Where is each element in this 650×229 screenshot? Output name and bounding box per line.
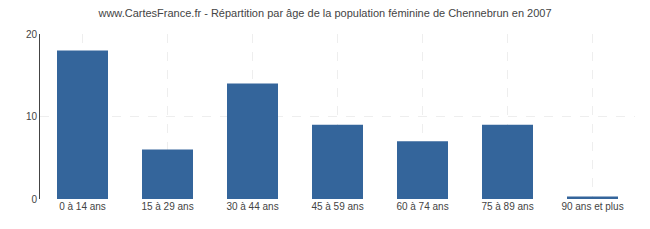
svg-text:90 ans et plus: 90 ans et plus (561, 201, 623, 212)
svg-text:0 à 14 ans: 0 à 14 ans (59, 201, 106, 212)
svg-text:15 à 29 ans: 15 à 29 ans (141, 201, 193, 212)
svg-text:60 à 74 ans: 60 à 74 ans (396, 201, 448, 212)
svg-text:30 à 44 ans: 30 à 44 ans (226, 201, 278, 212)
svg-text:20: 20 (26, 29, 38, 40)
svg-text:75 à 89 ans: 75 à 89 ans (481, 201, 533, 212)
svg-text:0: 0 (31, 194, 37, 205)
svg-text:www.CartesFrance.fr - Répartit: www.CartesFrance.fr - Répartition par âg… (97, 7, 551, 19)
svg-text:45 à 59 ans: 45 à 59 ans (311, 201, 363, 212)
svg-text:10: 10 (26, 111, 38, 122)
